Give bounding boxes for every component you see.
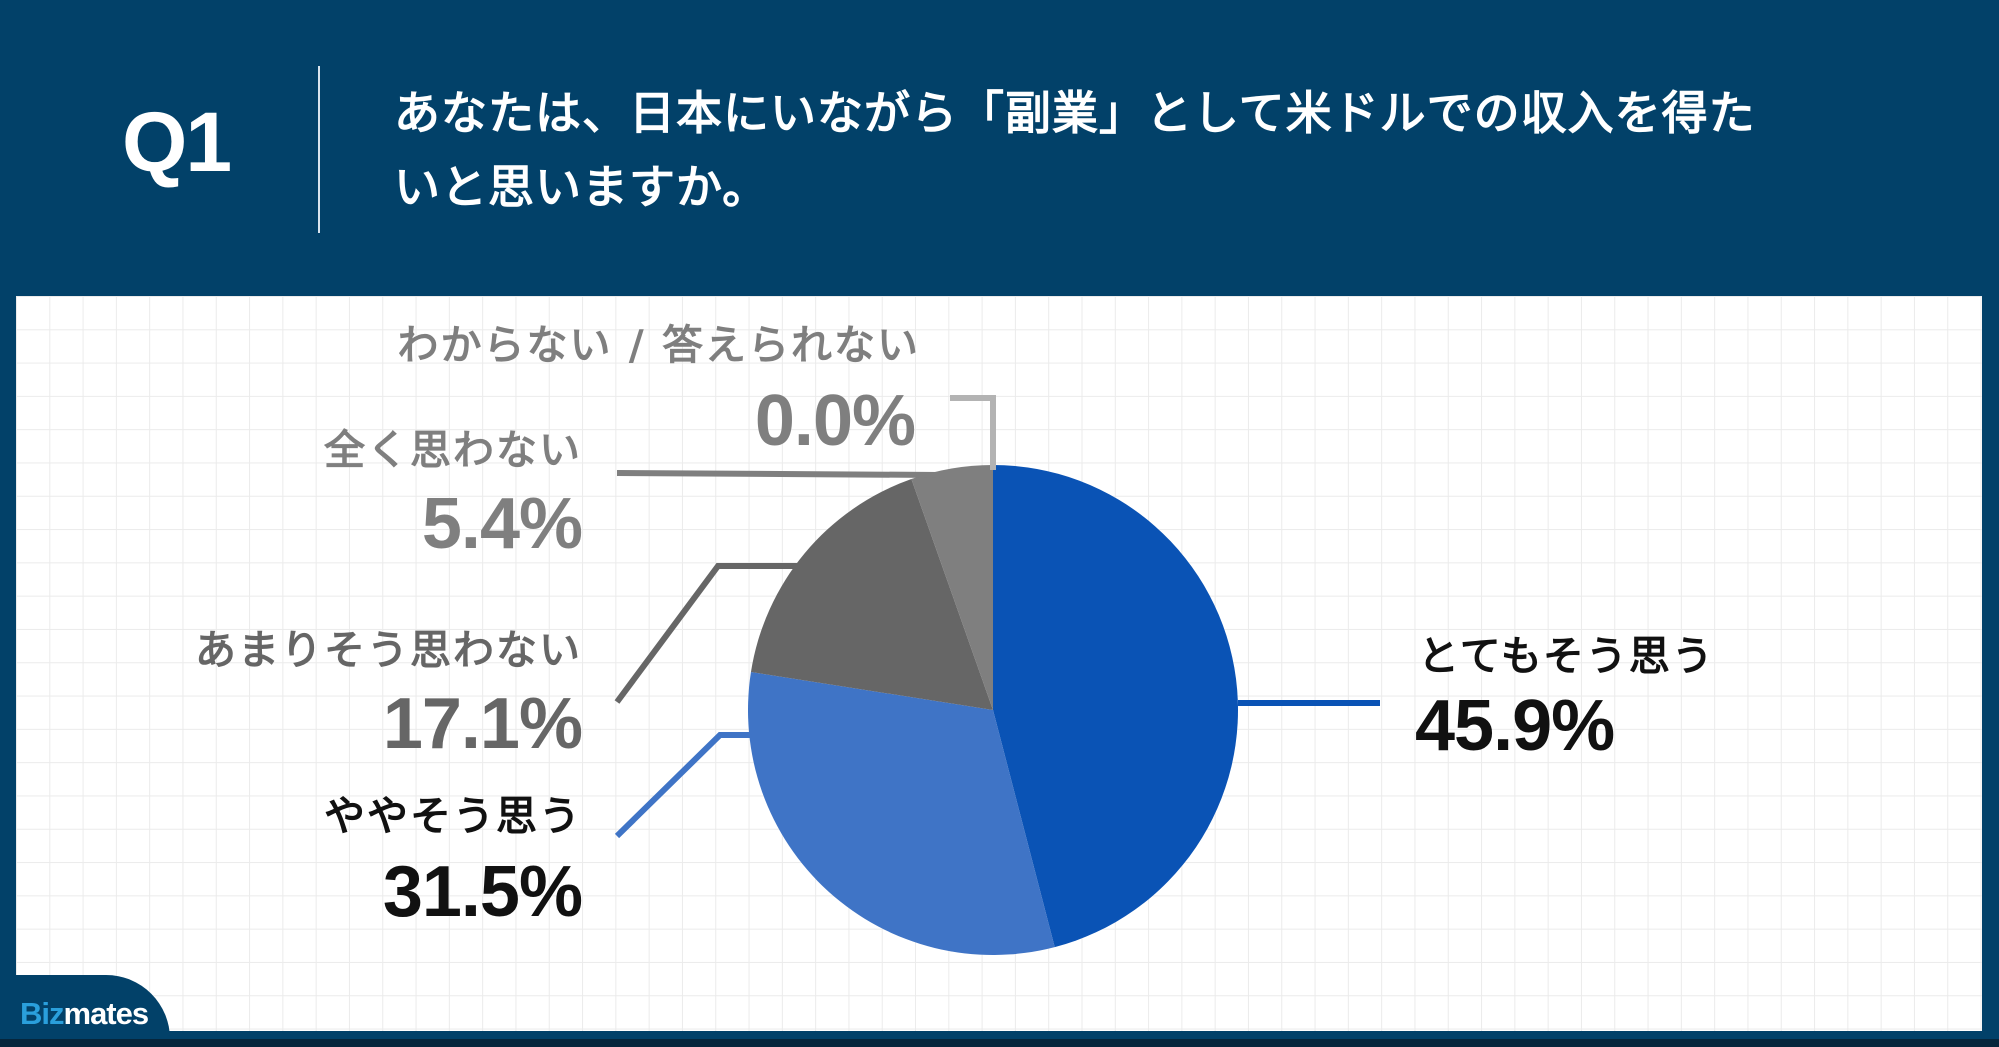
bottom-strip: [0, 1039, 1999, 1047]
leader-line-somewhat-agree: [614, 732, 756, 839]
label-strongly-agree-name: とてもそう思う: [1418, 632, 1715, 680]
pie-slice: [750, 478, 993, 710]
pie-slice: [911, 465, 993, 710]
label-not-really-value: 17.1%: [382, 684, 583, 764]
pie-slice: [993, 465, 1238, 948]
pie-slices: [747, 465, 1238, 955]
bizmates-logo: Bizmates: [20, 996, 149, 1031]
label-dont-know-value: 0.0%: [754, 381, 916, 461]
label-strongly-agree-value: 45.9%: [1415, 686, 1615, 766]
label-not-at-all-name: 全く思わない: [324, 426, 582, 474]
label-dont-know-name: わからない / 答えられない: [397, 321, 920, 369]
leader-line-not-really: [614, 563, 806, 704]
question-text: あなたは、日本にいながら「副業」として米ドルでの収入を得たいと思いますか。: [394, 86, 1756, 214]
label-somewhat-agree-value: 31.5%: [382, 852, 583, 932]
label-not-at-all-value: 5.4%: [421, 484, 583, 564]
label-not-really-name: あまりそう思わない: [195, 626, 582, 674]
question-number: Q1: [122, 95, 232, 189]
pie-slice: [747, 672, 1055, 955]
header-divider: [318, 66, 320, 233]
leader-line-dont-know: [950, 395, 996, 470]
label-somewhat-agree-name: ややそう思う: [324, 792, 582, 840]
leader-line-not-at-all: [616, 470, 941, 478]
logo-tab: [0, 975, 170, 1039]
